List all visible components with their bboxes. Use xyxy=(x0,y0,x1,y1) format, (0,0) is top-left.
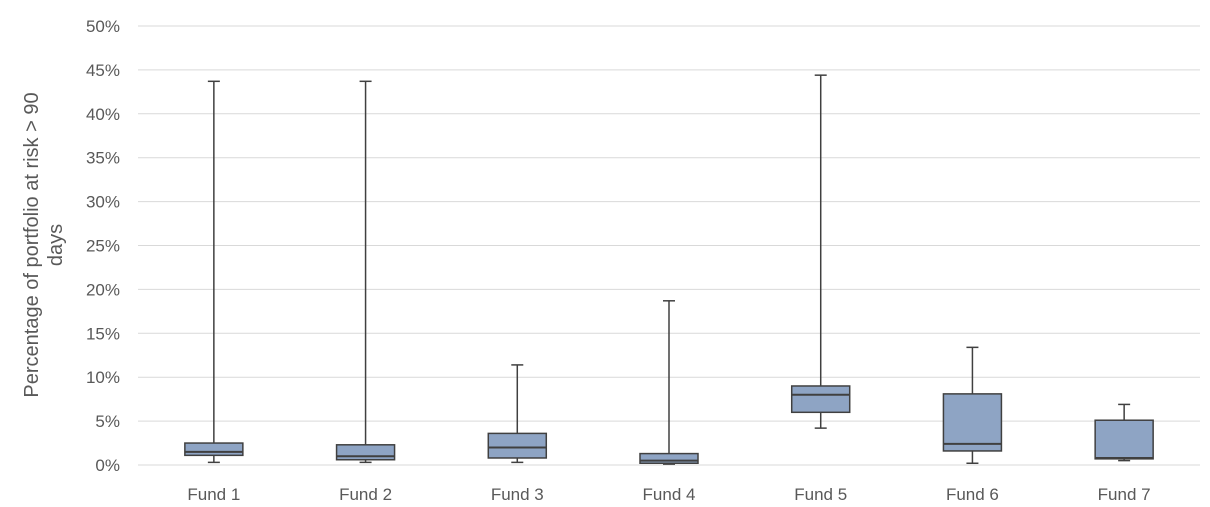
y-tick-label: 15% xyxy=(86,324,120,343)
y-tick-label: 10% xyxy=(86,368,120,387)
box-2 xyxy=(335,80,396,464)
y-axis-title-line-1: Percentage of portfolio at risk > 90 xyxy=(21,92,43,397)
x-tick-label: Fund 5 xyxy=(794,485,847,504)
y-tick-label: 20% xyxy=(86,280,120,299)
box-series xyxy=(184,74,1154,465)
y-tick-label: 30% xyxy=(86,193,120,212)
x-tick-label: Fund 3 xyxy=(491,485,544,504)
y-tick-label: 45% xyxy=(86,61,120,80)
iqr-box xyxy=(639,452,699,464)
y-tick-label: 35% xyxy=(86,149,120,168)
y-tick-label: 25% xyxy=(86,237,120,256)
iqr-box xyxy=(487,432,548,459)
x-axis-tick-labels: Fund 1 Fund 2 Fund 3 Fund 4 Fund 5 Fund 6 Fund… xyxy=(187,485,1150,504)
box-7 xyxy=(1094,403,1154,462)
x-tick-label: Fund 2 xyxy=(339,485,392,504)
iqr-box xyxy=(942,393,1003,452)
box-4 xyxy=(639,300,699,465)
y-tick-label: 0% xyxy=(95,456,120,475)
iqr-box xyxy=(790,385,851,414)
box-5 xyxy=(790,74,851,429)
gridlines xyxy=(138,25,1200,466)
x-tick-label: Fund 6 xyxy=(946,485,999,504)
y-tick-label: 50% xyxy=(86,17,120,36)
box-6 xyxy=(942,346,1003,464)
x-tick-label: Fund 7 xyxy=(1098,485,1151,504)
iqr-box xyxy=(335,444,396,461)
y-tick-label: 5% xyxy=(95,412,120,431)
box-3 xyxy=(487,364,548,464)
x-tick-label: Fund 1 xyxy=(187,485,240,504)
y-axis-title: Percentage of portfolio at risk > 90 day… xyxy=(21,92,67,397)
iqr-box xyxy=(184,442,244,457)
y-axis-title-line-2: days xyxy=(45,224,67,266)
y-axis-tick-labels: 0% 5% 10% 15% 20% 25% 30% 35% 40% 45% 50% xyxy=(86,17,120,475)
y-tick-label: 40% xyxy=(86,105,120,124)
box-1 xyxy=(184,80,244,464)
x-tick-label: Fund 4 xyxy=(643,485,696,504)
iqr-box xyxy=(1094,419,1154,460)
